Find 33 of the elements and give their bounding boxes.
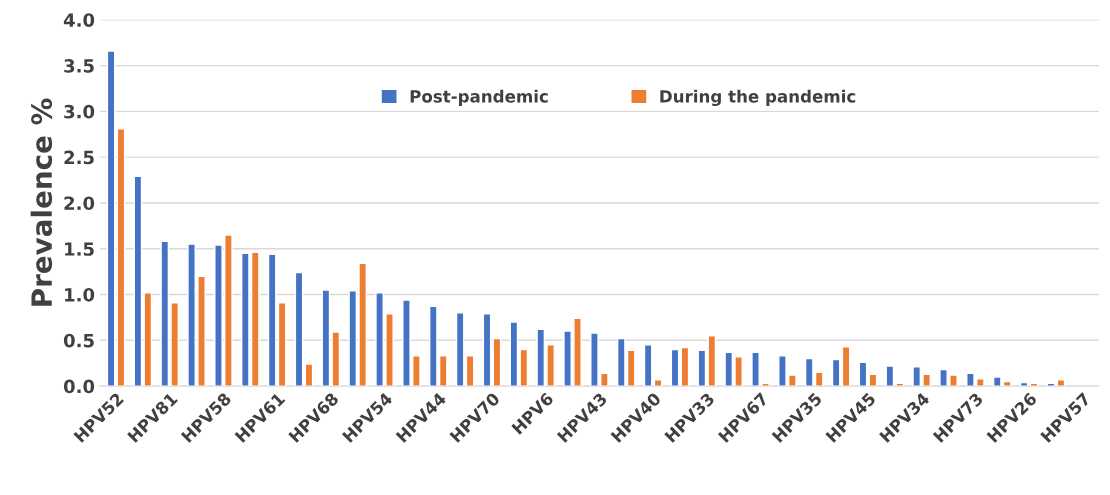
- bar: [277, 302, 287, 387]
- bar: [492, 337, 502, 387]
- bar: [643, 344, 653, 387]
- bar: [133, 175, 143, 387]
- legend-label: Post-pandemic: [410, 89, 548, 106]
- bar: [841, 346, 851, 387]
- bar: [465, 355, 475, 387]
- bar: [143, 291, 153, 387]
- bar: [455, 312, 465, 387]
- y-tick-label: 2.5: [64, 150, 94, 165]
- bar: [267, 253, 277, 387]
- bar: [868, 373, 878, 387]
- bar: [858, 361, 868, 387]
- bar: [1056, 378, 1066, 387]
- y-tick-label: 2.0: [64, 196, 95, 211]
- legend-label: During the pandemic: [660, 89, 856, 107]
- y-tick-label: 4.0: [63, 13, 95, 27]
- bar: [653, 378, 663, 387]
- bar: [116, 128, 126, 387]
- y-tick-label: 1.0: [65, 287, 95, 302]
- bar: [831, 358, 841, 387]
- bar: [304, 363, 314, 387]
- bar: [106, 50, 116, 387]
- y-tick-label: 1.5: [65, 242, 94, 256]
- y-tick-label: 0.0: [63, 379, 95, 394]
- y-tick-label: 3.0: [64, 104, 95, 119]
- y-tick-label: 3.5: [64, 59, 94, 73]
- bar: [294, 271, 304, 387]
- bar: [680, 346, 690, 387]
- bar: [482, 313, 492, 387]
- bar: [670, 348, 680, 387]
- y-tick-label: 0.5: [63, 333, 94, 348]
- y-axis-title: Prevalence %: [30, 98, 53, 306]
